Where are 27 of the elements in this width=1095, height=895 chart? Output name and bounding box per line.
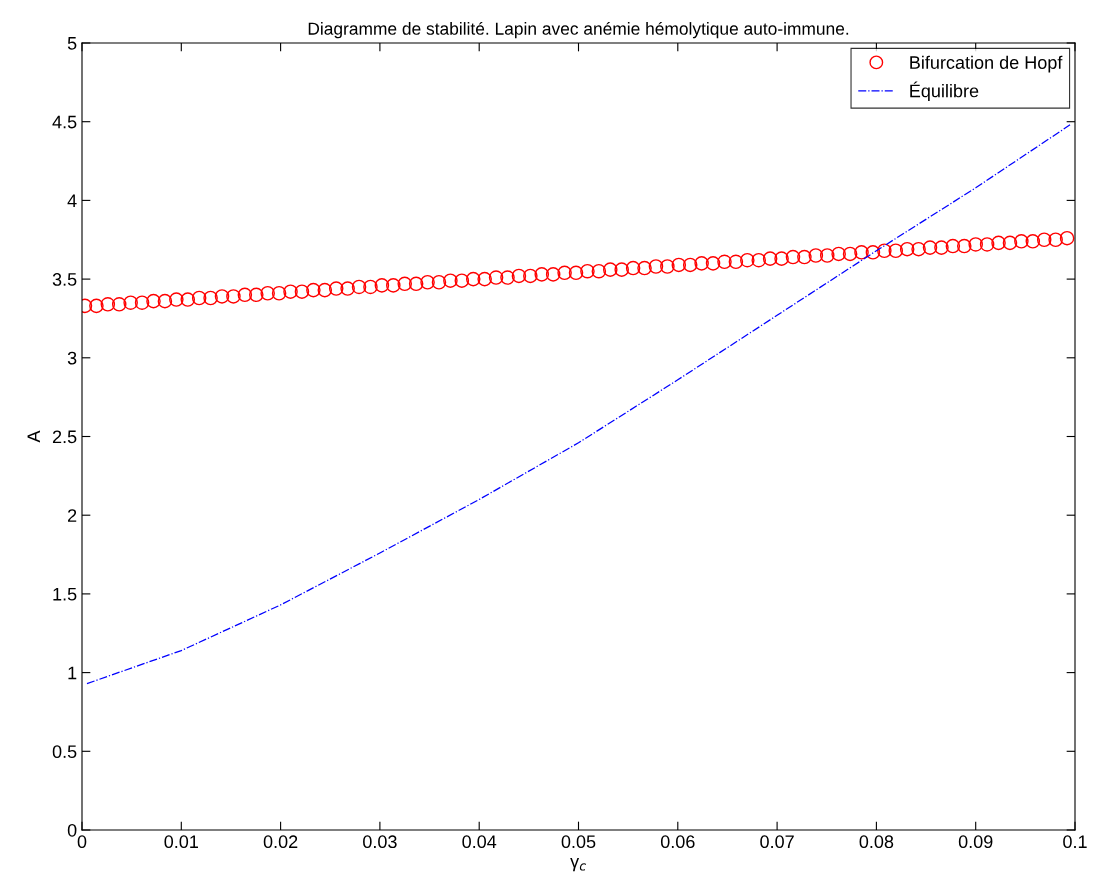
x-tick-label: 0.08 xyxy=(859,835,894,849)
chart-title: Diagramme de stabilité. Lapin avec anémie hémolytique auto-immune. xyxy=(308,21,849,39)
y-axis-title: A xyxy=(27,430,40,443)
x-tick-label: 0 xyxy=(77,835,87,849)
y-tick-label: 3.5 xyxy=(52,273,77,286)
y-tick-label: 4 xyxy=(67,194,77,207)
legend-label: Équilibre xyxy=(910,81,979,101)
y-tick-label: 1.5 xyxy=(53,588,77,601)
x-tick-label: 0.07 xyxy=(760,835,794,849)
y-tick-label: 2 xyxy=(68,509,77,522)
y-tick-label: 4.5 xyxy=(52,115,77,129)
x-tick-label: 0.04 xyxy=(462,835,497,849)
x-tick-label: 0.03 xyxy=(363,835,397,849)
y-tick-label: 0 xyxy=(67,823,77,837)
y-tick-label: 3 xyxy=(67,351,77,365)
y-tick-label: 0.5 xyxy=(52,745,77,759)
x-tick-label: 0.05 xyxy=(561,835,596,849)
x-tick-label: 0.06 xyxy=(660,835,695,849)
x-tick-label: 0.1 xyxy=(1063,835,1087,849)
x-tick-label: 0.02 xyxy=(263,835,298,849)
legend-label: Bifurcation de Hopf xyxy=(910,55,1063,73)
x-tick-label: 0.09 xyxy=(958,835,993,849)
x-axis-title: γ$_{c}$ xyxy=(570,857,587,872)
y-tick-label: 2.5 xyxy=(52,430,77,444)
y-tick-label: 1 xyxy=(68,666,77,680)
y-tick-label: 5 xyxy=(67,37,77,50)
x-tick-label: 0.01 xyxy=(164,835,198,849)
